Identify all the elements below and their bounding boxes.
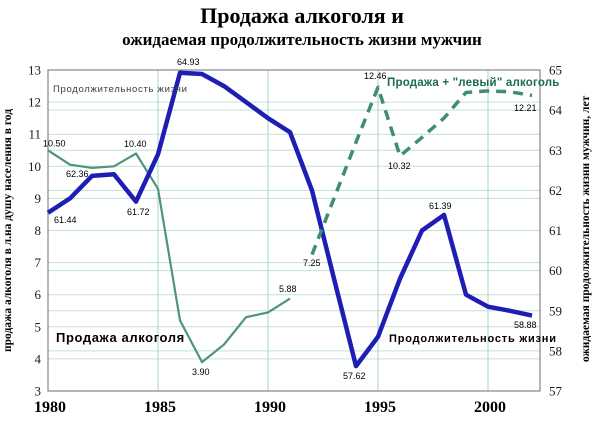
point-label: 61.44 [54, 215, 77, 225]
x-axis-tick-label: 1985 [144, 399, 176, 416]
right-axis-tick-label: 59 [549, 303, 562, 318]
chart-title-line1: Продажа алкоголя и [200, 3, 404, 28]
point-label: 61.39 [429, 201, 452, 211]
point-label: 12.46 [364, 71, 387, 81]
left-axis-tick-label: 5 [35, 319, 42, 334]
point-label: 7.25 [303, 258, 321, 268]
right-axis-tick-label: 62 [549, 183, 562, 198]
point-label: 57.62 [343, 371, 366, 381]
chart-title-line2: ожидаемая продолжительность жизни мужчин [122, 30, 482, 49]
point-label: 10.32 [388, 161, 411, 171]
x-axis-tick-label: 1995 [364, 399, 396, 416]
left-axis-tick-label: 6 [35, 287, 42, 302]
series-alcohol-total [310, 85, 533, 256]
left-axis-tick-label: 7 [35, 255, 42, 270]
left-axis-tick-label: 4 [35, 351, 42, 366]
series-alcohol-sales [47, 149, 291, 364]
point-label: 64.93 [177, 57, 200, 67]
point-label: 10.40 [124, 139, 147, 149]
point-label: 3.90 [192, 367, 210, 377]
series-life-expectancy [46, 70, 533, 369]
right-axis-tick-label: 60 [549, 263, 562, 278]
left-axis-tick-label: 13 [28, 63, 41, 78]
annotation-life-expectancy-bottom: Продолжительность жизни [389, 333, 557, 345]
right-axis-tick-label: 58 [549, 343, 562, 358]
left-axis-tick-label: 9 [35, 191, 42, 206]
point-label: 10.50 [43, 138, 66, 148]
right-axis-tick-label: 63 [549, 143, 562, 158]
left-axis-tick-label: 11 [28, 127, 41, 142]
point-label: 61.72 [127, 207, 150, 217]
point-label: 62.36 [66, 169, 89, 179]
x-axis-tick-label: 2000 [474, 399, 506, 416]
right-axis-tick-label: 57 [549, 384, 563, 399]
left-axis-tick-label: 10 [28, 159, 41, 174]
point-label: 5.88 [279, 284, 297, 294]
left-axis-tick-label: 3 [35, 384, 42, 399]
left-axis-tick-label: 8 [35, 223, 42, 238]
x-axis-tick-label: 1980 [34, 399, 66, 416]
right-axis-tick-label: 64 [549, 103, 563, 118]
annotation-total-alcohol: Продажа + "левый" алкоголь [387, 77, 560, 89]
left-axis-tick-label: 12 [28, 95, 41, 110]
annotation-life-expectancy-top: Продолжительность жизни [53, 84, 188, 95]
right-axis-tick-label: 61 [549, 223, 562, 238]
point-label: 58.88 [514, 320, 537, 330]
plot-frame [47, 69, 541, 392]
right-axis-tick-label: 65 [549, 63, 562, 78]
point-label: 12.21 [514, 103, 537, 113]
x-axis-tick-label: 1990 [254, 399, 286, 416]
annotation-alcohol-sales: Продажа алкоголя [56, 330, 185, 345]
